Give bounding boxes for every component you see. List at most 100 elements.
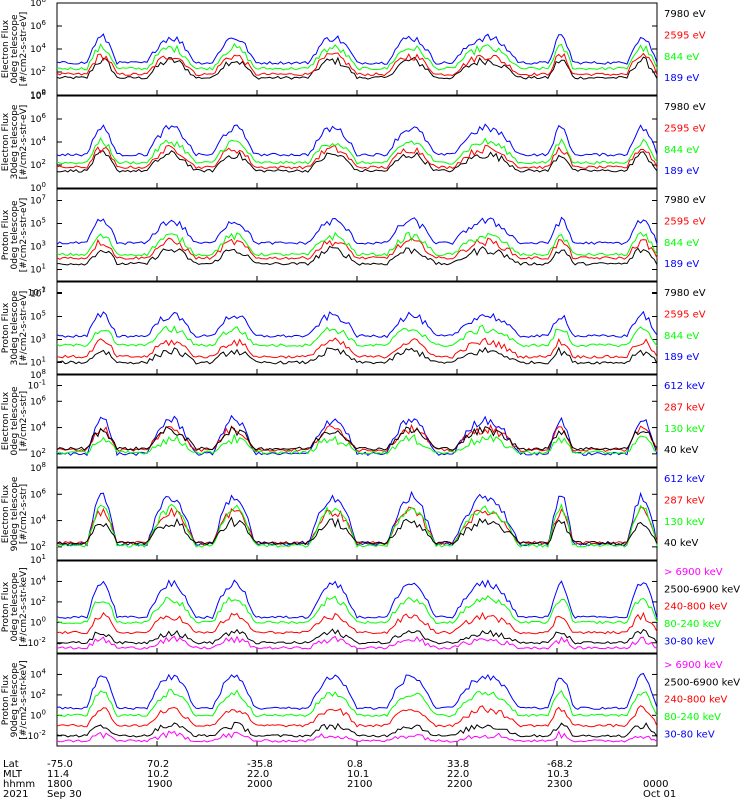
y-tick-label: 104 bbox=[30, 667, 46, 680]
x-row-label: 2021 bbox=[3, 789, 28, 800]
x-tick-value: Oct 01 bbox=[643, 789, 676, 800]
y-tick-label: 104 bbox=[30, 514, 46, 527]
x-tick-value: 22.0 bbox=[247, 769, 269, 780]
y-tick-label: 101 bbox=[30, 263, 46, 276]
y-tick-label: 100 bbox=[30, 615, 46, 628]
series-line bbox=[56, 324, 658, 348]
x-tick-value: Sep 30 bbox=[47, 789, 82, 800]
legend-entry: > 6900 keV bbox=[664, 660, 723, 671]
x-tick-value: 2200 bbox=[447, 779, 472, 790]
y-tick-label: 10-2 bbox=[28, 636, 46, 649]
legend-entry: 240-800 keV bbox=[664, 602, 728, 613]
y-tick-label: 105 bbox=[30, 310, 46, 323]
legend-entry: 2595 eV bbox=[664, 216, 706, 227]
series-line bbox=[56, 705, 658, 728]
y-axis-label: TEDProton Flux0deg telescope[#/cm2-s-str… bbox=[0, 198, 29, 273]
y-tick-label: 104 bbox=[30, 42, 46, 55]
y-tick-label: 106 bbox=[30, 394, 46, 407]
legend-entry: 240-800 keV bbox=[664, 695, 728, 706]
series-line bbox=[56, 414, 658, 457]
y-tick-label: 102 bbox=[30, 447, 46, 460]
series-line bbox=[56, 137, 658, 165]
legend-entry: 844 eV bbox=[664, 331, 699, 342]
x-tick-value: -35.8 bbox=[247, 759, 273, 770]
legend-entry: 2500-6900 keV bbox=[664, 677, 740, 688]
y-tick-label: 100 bbox=[30, 181, 46, 194]
x-row-label: Lat bbox=[3, 759, 19, 770]
series-line bbox=[56, 42, 658, 71]
y-axis-label: MEPEDProton Flux0deg telescope[#/cm2-s-s… bbox=[0, 567, 29, 646]
legend-entry: 130 keV bbox=[664, 424, 705, 435]
panel-frame bbox=[56, 188, 658, 282]
legend-entry: 2500-6900 keV bbox=[664, 584, 740, 595]
x-tick-value: 33.8 bbox=[447, 759, 469, 770]
legend-entry: 30-80 keV bbox=[664, 729, 715, 740]
series-line bbox=[56, 672, 658, 710]
legend-entry: 80-240 keV bbox=[664, 712, 721, 723]
panel-frame bbox=[56, 2, 658, 96]
x-tick-value: 22.0 bbox=[447, 769, 469, 780]
y-axis-label: TEDElectron Flux30deg telescope[#/cm2-s-… bbox=[0, 104, 29, 179]
y-tick-label: 103 bbox=[30, 240, 46, 253]
legend-entry: 7980 eV bbox=[664, 9, 706, 20]
series-line bbox=[56, 52, 658, 77]
y-tick-label: 104 bbox=[30, 135, 46, 148]
legend-entry: 189 eV bbox=[664, 166, 699, 177]
legend-entry: 2595 eV bbox=[664, 309, 706, 320]
y-tick-label: 101 bbox=[30, 553, 46, 566]
series-line bbox=[56, 33, 658, 65]
series-line bbox=[56, 56, 658, 80]
series-line bbox=[56, 611, 658, 635]
legend-entry: 189 eV bbox=[664, 352, 699, 363]
legend-entry: > 6900 keV bbox=[664, 567, 723, 578]
y-tick-label: 108 bbox=[30, 461, 46, 474]
x-tick-value: 10.2 bbox=[147, 769, 169, 780]
legend-entry: 189 eV bbox=[664, 259, 699, 270]
y-tick-label: 100 bbox=[30, 708, 46, 721]
legend-entry: 7980 eV bbox=[664, 288, 706, 299]
y-axis-label: TEDProton Flux30deg telescope[#/cm2-s-st… bbox=[0, 290, 29, 365]
y-tick-label: 105 bbox=[30, 217, 46, 230]
series-line bbox=[56, 433, 658, 455]
series-line bbox=[57, 245, 658, 266]
y-tick-label: 102 bbox=[30, 65, 46, 78]
legend-entry: 189 eV bbox=[664, 73, 699, 84]
legend-entry: 287 keV bbox=[664, 402, 705, 413]
legend-entry: 80-240 keV bbox=[664, 619, 721, 630]
legend-entry: 2595 eV bbox=[664, 123, 706, 134]
x-tick-value: 2300 bbox=[547, 779, 572, 790]
series-line bbox=[56, 628, 658, 645]
y-tick-label: 102 bbox=[30, 688, 46, 701]
x-tick-value: 70.2 bbox=[147, 759, 169, 770]
panel-frame bbox=[56, 281, 658, 375]
y-tick-label: 106 bbox=[30, 487, 46, 500]
x-tick-value: 1800 bbox=[47, 779, 72, 790]
legend-entry: 7980 eV bbox=[664, 102, 706, 113]
y-axis-label: MEPEDElectron Flux90deg telescope[#/cm2-… bbox=[0, 476, 29, 551]
x-tick-value: 2000 bbox=[247, 779, 272, 790]
x-tick-value: -75.0 bbox=[47, 759, 73, 770]
x-tick-value: 11.4 bbox=[47, 769, 69, 780]
y-tick-label: 106 bbox=[30, 112, 46, 125]
series-line bbox=[56, 595, 658, 625]
series-line bbox=[56, 721, 658, 738]
y-tick-label: 104 bbox=[30, 421, 46, 434]
series-line bbox=[56, 503, 658, 548]
legend-entry: 40 keV bbox=[664, 538, 698, 549]
x-tick-value: 0000 bbox=[643, 779, 668, 790]
y-tick-label: 10-2 bbox=[28, 729, 46, 742]
series-line bbox=[56, 579, 658, 620]
panel-frame bbox=[56, 95, 658, 189]
y-tick-label: 102 bbox=[30, 158, 46, 171]
series-line bbox=[56, 231, 658, 257]
series-line bbox=[56, 689, 658, 718]
series-line bbox=[56, 425, 658, 451]
series-line bbox=[57, 346, 658, 365]
